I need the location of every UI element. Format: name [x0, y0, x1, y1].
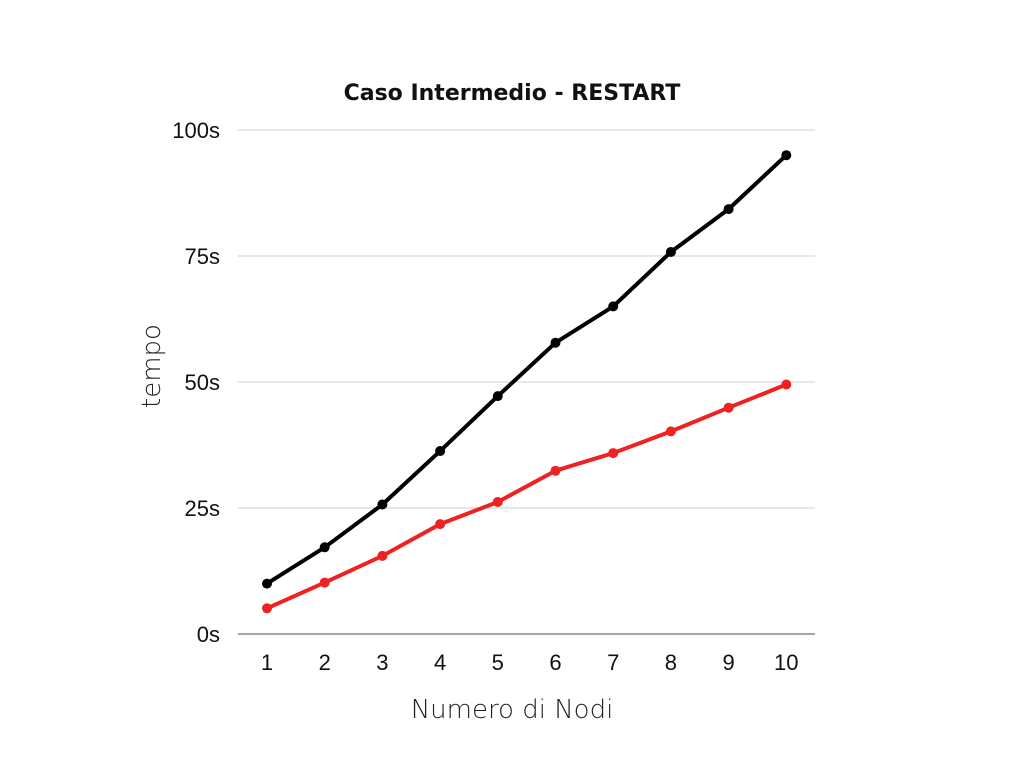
data-point: [492, 496, 503, 507]
x-tick-label: 4: [434, 650, 446, 675]
data-point: [550, 465, 561, 476]
gridlines: [238, 129, 815, 635]
data-point: [781, 150, 792, 161]
data-point: [781, 379, 792, 390]
series-line-1: [265, 153, 789, 586]
data-point: [435, 519, 446, 530]
data-point: [550, 337, 561, 348]
x-tick-labels: 1 2 3 4 5 6 7 8 9 10: [261, 650, 799, 675]
y-tick-labels: 0s 25s 50s 75s 100s: [172, 118, 220, 647]
x-tick-label: 5: [492, 650, 504, 675]
data-point: [665, 426, 676, 437]
data-point: [608, 301, 619, 312]
x-tick-label: 10: [774, 650, 798, 675]
x-tick-label: 2: [319, 650, 331, 675]
data-point: [608, 448, 619, 459]
data-point: [435, 446, 446, 457]
x-tick-label: 7: [607, 650, 619, 675]
x-tick-label: 6: [549, 650, 561, 675]
y-tick-label: 100s: [172, 118, 220, 143]
y-tick-label: 0s: [197, 622, 220, 647]
y-tick-label: 25s: [185, 496, 220, 521]
data-point: [492, 391, 503, 402]
x-tick-label: 3: [376, 650, 388, 675]
data-point: [262, 578, 272, 589]
data-point: [319, 577, 330, 588]
data-point: [377, 499, 388, 510]
x-tick-label: 8: [665, 650, 677, 675]
y-axis-label: tempo: [137, 324, 167, 408]
y-tick-label: 50s: [185, 370, 220, 395]
x-tick-label: 9: [722, 650, 734, 675]
series-line-2: [265, 382, 789, 611]
y-tick-label: 75s: [185, 244, 220, 269]
chart-title: Caso Intermedio - RESTART: [344, 81, 681, 106]
data-point: [262, 603, 272, 614]
data-point: [319, 542, 330, 553]
data-point: [723, 402, 734, 413]
data-point: [377, 550, 388, 561]
x-axis-label: Numero di Nodi: [411, 695, 614, 725]
data-point: [665, 246, 676, 257]
series-group: [262, 150, 792, 614]
x-tick-label: 1: [261, 650, 273, 675]
data-point: [723, 204, 734, 215]
